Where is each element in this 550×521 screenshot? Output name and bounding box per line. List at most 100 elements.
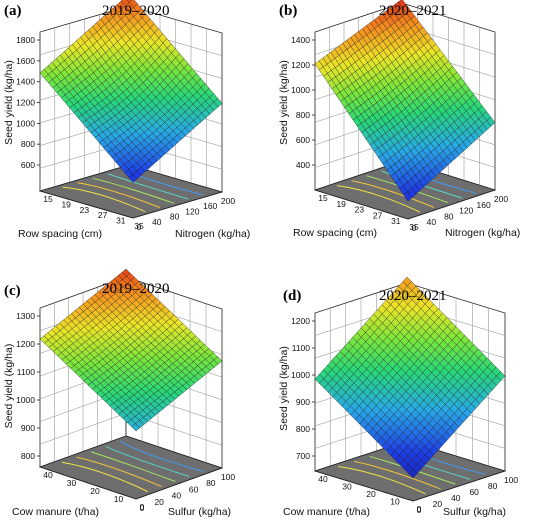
response-surface — [39, 0, 223, 183]
panel-c: 1300 1200 1100 1000 900 800 Seed yield (kg/ha)… — [0, 261, 275, 521]
x-tick-label: 10 — [114, 494, 124, 504]
contour-line — [76, 456, 162, 487]
y-axis-label: Seed yield (kg/ha) — [278, 346, 290, 431]
floor-edge — [407, 189, 496, 220]
contour-line — [336, 185, 421, 213]
x-tick-label: 0 — [140, 502, 145, 512]
z-tick-label: 160 — [477, 200, 491, 210]
yield-axis: 1400 1200 1000 800 600 400 — [291, 35, 315, 170]
y-tick-label: 400 — [296, 160, 310, 170]
panel-label: (a) — [4, 3, 22, 19]
surface-cell — [408, 468, 418, 479]
z-tick-label: 200 — [221, 196, 235, 206]
x-tick-label: 31 — [391, 216, 401, 226]
z-tick-label: 80 — [488, 481, 498, 491]
floor-edge — [412, 470, 506, 502]
y-tick-label: 800 — [296, 424, 310, 434]
z-tick-label: 0 — [140, 503, 145, 513]
z-tick-label: 20 — [154, 497, 164, 507]
y-tick-label: 1000 — [291, 370, 310, 380]
z-tick-label: 0 — [417, 505, 422, 515]
x-tick-label: 40 — [43, 470, 53, 480]
floor-edge — [135, 467, 223, 500]
contour-line — [105, 446, 190, 477]
contour-line — [351, 180, 435, 208]
surface-cell — [131, 423, 141, 432]
box-edges — [314, 470, 506, 502]
z-tick-label: 200 — [494, 194, 508, 204]
y-tick-label: 1200 — [291, 60, 310, 70]
x-tick-label: 35 — [134, 221, 144, 231]
chart-title: 2019–2020 — [102, 3, 170, 19]
z-axis-label: Nitrogen (kg/ha) — [445, 227, 520, 239]
z-tick-label: 120 — [185, 206, 199, 216]
y-tick-label: 800 — [21, 139, 35, 149]
contour-line — [91, 451, 176, 482]
y-axis-label: Seed yield (kg/ha) — [3, 60, 15, 145]
y-tick-label: 1300 — [16, 311, 35, 321]
x-tick-label: 31 — [116, 216, 126, 226]
y-tick-label: 1200 — [16, 339, 35, 349]
x-tick-label: 20 — [90, 486, 100, 496]
z-tick-label: 40 — [451, 493, 461, 503]
y-tick-label: 1800 — [16, 35, 35, 45]
contour-line — [61, 461, 148, 492]
z-axis-label: Nitrogen (kg/ha) — [175, 228, 250, 240]
z-tick-label: 40 — [152, 217, 162, 227]
z-tick-label: 40 — [172, 491, 182, 501]
z-tick-label: 80 — [444, 211, 454, 221]
chart-title: 2019–2020 — [102, 281, 170, 297]
x-tick-label: 30 — [67, 478, 77, 488]
y-tick-label: 900 — [296, 397, 310, 407]
z-tick-label: 40 — [427, 217, 437, 227]
x-axis-label: Row spacing (cm) — [293, 227, 377, 239]
z-axis-label: Sulfur (kg/ha) — [168, 506, 231, 518]
yield-axis: 1800 1600 1400 1200 1000 800 600 — [16, 35, 40, 170]
floor-edge — [39, 190, 134, 219]
y-tick-label: 1400 — [291, 35, 310, 45]
x-tick-label: 40 — [318, 474, 328, 484]
x-axis: 15 19 23 27 31 35 — [318, 193, 419, 232]
floor-edge — [132, 191, 223, 219]
x-tick-label: 20 — [366, 489, 376, 499]
contour-line — [353, 460, 441, 490]
box-edges — [314, 189, 496, 220]
y-tick-label: 700 — [296, 451, 310, 461]
floor-edge — [314, 189, 409, 220]
box-edges — [39, 466, 223, 500]
panel-b: 1400 1200 1000 800 600 400 Seed yield (kg/ha) 1… — [275, 0, 550, 260]
panel-d: 1200 1100 1000 900 800 700 Seed yield (kg/ha) 4… — [275, 261, 550, 521]
y-axis-label: Seed yield (kg/ha) — [278, 60, 290, 145]
chart-title: 2020–2021 — [379, 3, 447, 19]
contour-line — [120, 440, 204, 472]
contour-line — [107, 173, 189, 200]
panel-label: (d) — [283, 288, 302, 304]
contour-line — [338, 466, 426, 495]
y-tick-label: 600 — [296, 135, 310, 145]
y-tick-label: 1000 — [16, 395, 35, 405]
z-tick-label: 60 — [469, 487, 479, 497]
y-tick-label: 1000 — [291, 85, 310, 95]
box-edges — [39, 190, 223, 219]
x-axis-label: Cow manure (t/ha) — [12, 506, 99, 518]
surface-cell — [128, 173, 138, 183]
z-axis: 0 20 40 60 80 100 — [140, 472, 236, 513]
z-tick-label: 120 — [459, 206, 473, 216]
contour-line — [77, 182, 160, 208]
z-tick-label: 80 — [170, 212, 180, 222]
panel-a: 1800 1600 1400 1200 1000 800 600 Seed yield (kg… — [0, 0, 275, 260]
contour-line — [92, 177, 175, 204]
z-axis: 0 20 40 60 80 100 — [417, 475, 519, 515]
floor-edge — [314, 470, 414, 502]
z-tick-label: 0 — [412, 223, 417, 233]
response-surface — [314, 0, 496, 202]
y-tick-label: 1100 — [292, 343, 311, 353]
z-tick-label: 80 — [206, 478, 216, 488]
y-tick-label: 800 — [296, 110, 310, 120]
x-axis-label: Row spacing (cm) — [18, 228, 102, 240]
